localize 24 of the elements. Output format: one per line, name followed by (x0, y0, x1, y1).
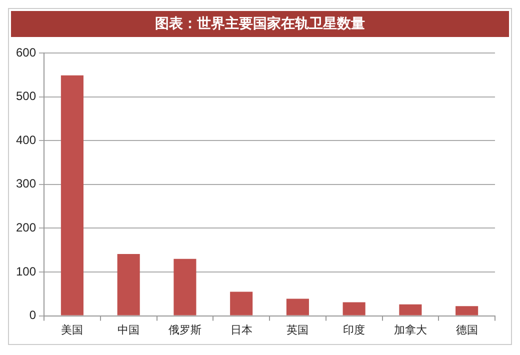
bar (60, 75, 84, 316)
bar (174, 258, 196, 316)
bar (456, 306, 478, 316)
bar (230, 292, 253, 316)
x-tick-label: 俄罗斯 (168, 323, 202, 336)
y-tick-label: 300 (16, 176, 36, 191)
x-tick-label: 美国 (61, 323, 84, 336)
y-tick-label: 200 (16, 220, 36, 235)
bar (117, 254, 140, 316)
x-tick-label: 中国 (118, 323, 140, 336)
x-tick-label: 英国 (286, 323, 309, 336)
y-tick-label: 600 (16, 45, 36, 60)
x-tick-label: 德国 (456, 323, 478, 336)
y-tick-label: 100 (16, 264, 36, 278)
chart-title: 图表：世界主要国家在轨卫星数量 (11, 11, 509, 37)
y-tick-label: 400 (16, 132, 36, 147)
bar (342, 302, 366, 316)
x-tick-label: 印度 (343, 323, 366, 336)
bar (286, 298, 309, 316)
y-tick-label: 500 (16, 89, 36, 104)
x-tick-label: 日本 (230, 323, 252, 336)
x-tick-label: 加拿大 (394, 323, 427, 336)
y-tick-label: 0 (29, 308, 36, 322)
bar (399, 304, 422, 316)
